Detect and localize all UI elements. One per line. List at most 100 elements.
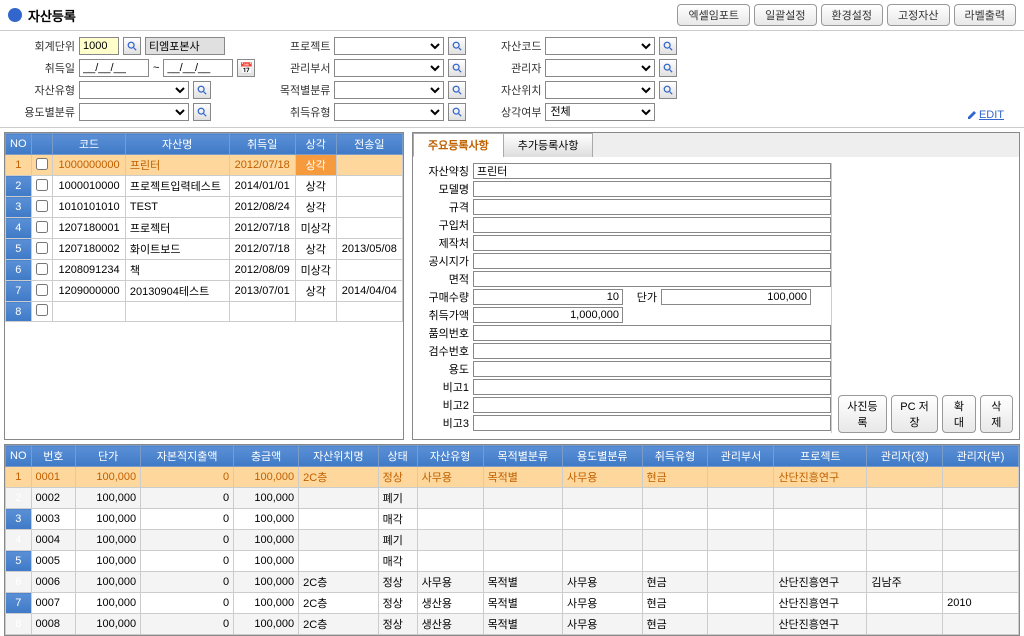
price-input[interactable] (661, 289, 811, 305)
filter-용도별분류: 용도별분류 (20, 103, 255, 121)
table-row[interactable]: 21000010000프로젝트입력테스트2014/01/01상각 (6, 176, 403, 197)
filter-select[interactable] (334, 37, 444, 55)
cell: 0008 (31, 614, 76, 635)
header-btn-환경설정[interactable]: 환경설정 (821, 4, 883, 26)
cell: 3 (6, 197, 32, 218)
filter-select[interactable]: 전체 (545, 103, 655, 121)
filter-select[interactable] (79, 103, 189, 121)
form-input[interactable] (473, 235, 831, 251)
cell: 정상 (378, 614, 417, 635)
table-row[interactable]: 31010101010TEST2012/08/24상각 (6, 197, 403, 218)
col-header: 상각 (295, 134, 336, 155)
row-checkbox[interactable] (36, 158, 48, 170)
detail-btn-확대[interactable]: 확대 (942, 395, 975, 433)
cell: 2 (6, 488, 32, 509)
form-row-면적: 면적 (419, 271, 831, 287)
table-row[interactable]: 10001100,0000100,0002C층정상사무용목적별사무용현금산단진흥… (6, 467, 1019, 488)
detail-btn-삭제[interactable]: 삭제 (980, 395, 1013, 433)
row-checkbox[interactable] (36, 179, 48, 191)
qty-input[interactable] (473, 289, 623, 305)
filter-select[interactable] (545, 37, 655, 55)
table-row[interactable]: 7120900000020130904테스트2013/07/01상각2014/0… (6, 281, 403, 302)
table-row[interactable]: 8 (6, 302, 403, 322)
table-row[interactable]: 11000000000프린터2012/07/18상각 (6, 155, 403, 176)
form-input[interactable] (473, 325, 831, 341)
search-icon[interactable] (448, 59, 466, 77)
table-row[interactable]: 80008100,0000100,0002C층정상생산용목적별사무용현금산단진흥… (6, 614, 1019, 635)
form-label: 품의번호 (419, 325, 469, 341)
cell (563, 551, 642, 572)
table-row[interactable]: 41207180001프로젝터2012/07/18미상각 (6, 218, 403, 239)
filter-select[interactable] (545, 59, 655, 77)
cell (867, 509, 943, 530)
form-input[interactable] (473, 343, 831, 359)
row-checkbox[interactable] (36, 263, 48, 275)
search-icon[interactable] (659, 59, 677, 77)
search-icon[interactable] (193, 81, 211, 99)
filter-input[interactable] (79, 37, 119, 55)
form-input[interactable] (473, 271, 831, 287)
row-checkbox[interactable] (36, 304, 48, 316)
calendar-icon[interactable]: 📅 (237, 59, 255, 77)
cell (774, 509, 867, 530)
cell (299, 530, 378, 551)
form-input[interactable] (473, 163, 831, 179)
tab-main[interactable]: 주요등록사항 (413, 133, 504, 157)
header-btn-라벨출력[interactable]: 라벨출력 (954, 4, 1016, 26)
filter-select[interactable] (334, 103, 444, 121)
tab-extra[interactable]: 추가등록사항 (503, 133, 594, 157)
table-row[interactable]: 61208091234책2012/08/09미상각 (6, 260, 403, 281)
form-input[interactable] (473, 415, 831, 431)
search-icon[interactable] (193, 103, 211, 121)
form-input[interactable] (473, 217, 831, 233)
table-row[interactable]: 40004100,0000100,000폐기 (6, 530, 1019, 551)
cell (336, 176, 402, 197)
filter-select[interactable] (545, 81, 655, 99)
table-row[interactable]: 70007100,0000100,0002C층정상생산용목적별사무용현금산단진흥… (6, 593, 1019, 614)
form-label: 취득가액 (419, 307, 469, 323)
row-checkbox[interactable] (36, 221, 48, 233)
detail-btn-PC 저장[interactable]: PC 저장 (891, 395, 938, 433)
amount-input[interactable] (473, 307, 623, 323)
header-btn-일괄설정[interactable]: 일괄설정 (754, 4, 816, 26)
cell: 1208091234 (53, 260, 126, 281)
header-btn-고정자산[interactable]: 고정자산 (887, 4, 949, 26)
table-row[interactable]: 30003100,0000100,000매각 (6, 509, 1019, 530)
search-icon[interactable] (448, 37, 466, 55)
header-btn-엑셀임포트[interactable]: 엑셀임포트 (677, 4, 750, 26)
form-input[interactable] (473, 199, 831, 215)
cell: 100,000 (234, 530, 299, 551)
col-header: 자본적지출액 (141, 446, 234, 467)
col-header: 자산위치명 (299, 446, 378, 467)
detail-btn-사진등록[interactable]: 사진등록 (838, 395, 887, 433)
cell: 2C층 (299, 614, 378, 635)
search-icon[interactable] (123, 37, 141, 55)
edit-link[interactable]: EDIT (967, 109, 1004, 121)
cell (299, 488, 378, 509)
row-checkbox[interactable] (36, 242, 48, 254)
cell: 0 (141, 530, 234, 551)
row-checkbox[interactable] (36, 284, 48, 296)
filter-select[interactable] (334, 81, 444, 99)
cell: 2014/01/01 (229, 176, 295, 197)
search-icon[interactable] (448, 103, 466, 121)
form-input[interactable] (473, 397, 831, 413)
filter-select[interactable] (334, 59, 444, 77)
search-icon[interactable] (659, 81, 677, 99)
search-icon[interactable] (659, 37, 677, 55)
row-checkbox[interactable] (36, 200, 48, 212)
date-to[interactable] (163, 59, 233, 77)
table-row[interactable]: 20002100,0000100,000폐기 (6, 488, 1019, 509)
form-input[interactable] (473, 181, 831, 197)
date-from[interactable] (79, 59, 149, 77)
form-input[interactable] (473, 361, 831, 377)
table-row[interactable]: 50005100,0000100,000매각 (6, 551, 1019, 572)
filter-select[interactable] (79, 81, 189, 99)
table-row[interactable]: 51207180002화이트보드2012/07/18상각2013/05/08 (6, 239, 403, 260)
form-input[interactable] (473, 379, 831, 395)
form-input[interactable] (473, 253, 831, 269)
date-sep: ~ (153, 62, 159, 74)
search-icon[interactable] (448, 81, 466, 99)
table-row[interactable]: 60006100,0000100,0002C층정상사무용목적별사무용현금산단진흥… (6, 572, 1019, 593)
cell (483, 530, 562, 551)
